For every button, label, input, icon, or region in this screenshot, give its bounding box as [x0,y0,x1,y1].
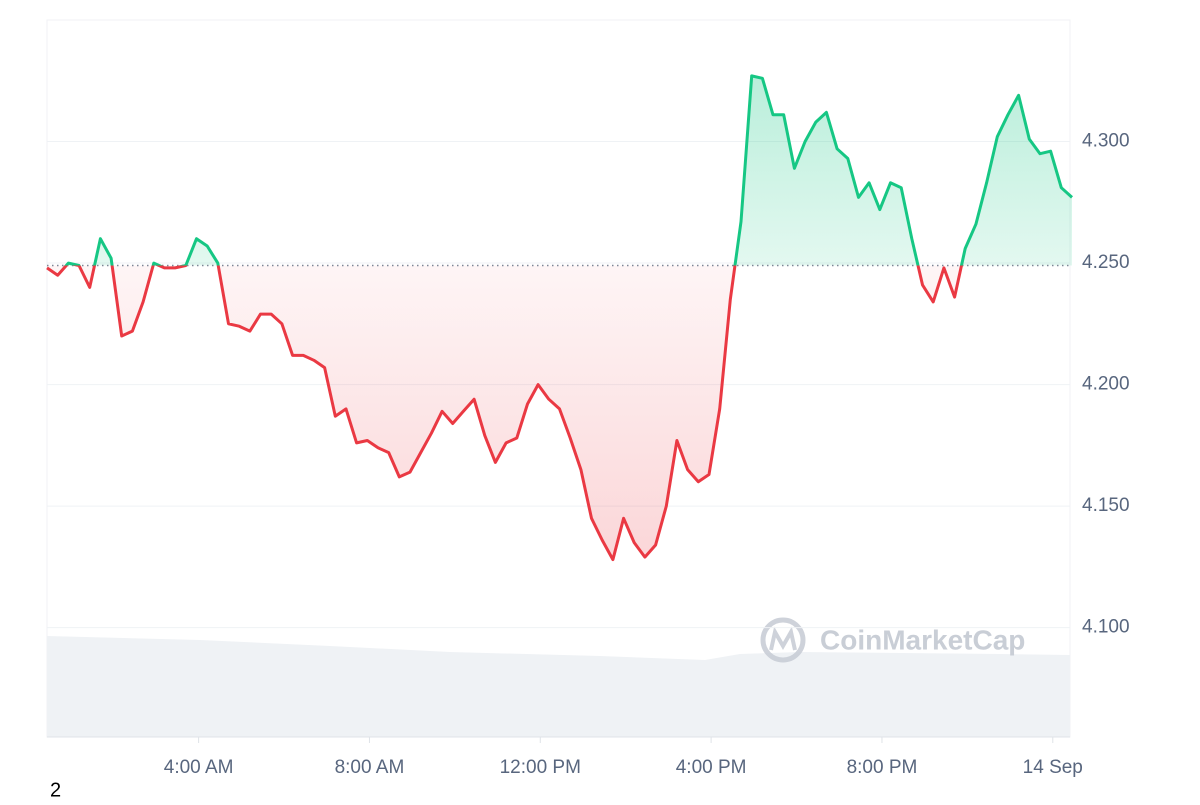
area-fill [47,75,1072,560]
y-tick-label: 4.100 [1082,617,1130,638]
x-tick-label: 4:00 AM [164,757,234,778]
x-tick-label: 12:00 PM [500,757,581,778]
price-line [46,74,1074,562]
y-tick-label: 4.150 [1082,495,1130,516]
x-tick-label: 8:00 AM [335,757,405,778]
volume-area [47,636,1070,737]
x-tick-label: 8:00 PM [847,757,918,778]
watermark-logo [760,617,806,663]
x-tick-label: 4:00 PM [676,757,747,778]
y-tick-label: 4.200 [1082,374,1130,395]
footer: 2 [50,779,61,800]
watermark: CoinMarketCap [820,624,1025,655]
y-tick-label: 4.300 [1082,131,1130,152]
x-tick-label: 14 Sep [1023,757,1083,778]
y-tick-label: 4.250 [1082,252,1130,273]
